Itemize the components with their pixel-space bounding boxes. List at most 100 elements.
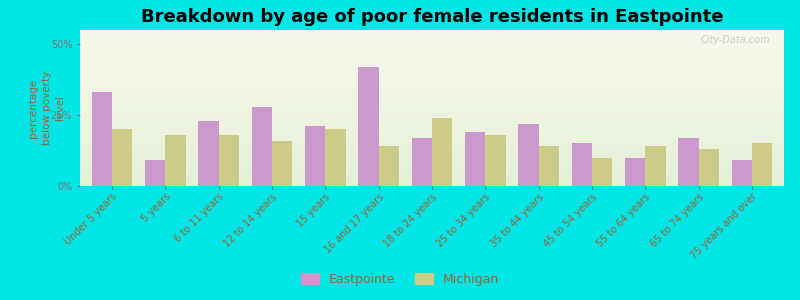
Bar (80, 33, 784, 34)
Bar (80, 184, 784, 185)
Bar (80, 95, 784, 96)
Bar (732, 160, 752, 186)
Bar (80, 135, 784, 136)
Bar (80, 81, 784, 82)
Bar (80, 133, 784, 134)
Bar (80, 114, 784, 115)
Bar (412, 138, 432, 186)
Bar (80, 44, 784, 45)
Bar (80, 97, 784, 98)
Bar (80, 30, 784, 31)
Bar (80, 165, 784, 166)
Bar (80, 102, 784, 103)
Bar (80, 56, 784, 57)
Bar (80, 145, 784, 146)
Bar (80, 129, 784, 130)
Bar (80, 51, 784, 52)
Bar (80, 87, 784, 88)
Bar (80, 159, 784, 160)
Bar (80, 34, 784, 35)
Bar (80, 36, 784, 37)
Bar (80, 124, 784, 125)
Bar (80, 163, 784, 164)
Bar (80, 43, 784, 44)
Y-axis label: percentage
below poverty
level: percentage below poverty level (28, 71, 65, 145)
Bar (80, 50, 784, 51)
Bar (80, 148, 784, 149)
Bar (112, 129, 132, 186)
Bar (80, 116, 784, 117)
Bar (80, 60, 784, 61)
Bar (80, 152, 784, 153)
Bar (252, 106, 272, 186)
Bar (80, 170, 784, 171)
Bar (80, 39, 784, 40)
Bar (80, 70, 784, 71)
Bar (80, 64, 784, 65)
Bar (80, 78, 784, 79)
Bar (646, 146, 666, 186)
Bar (80, 130, 784, 131)
Bar (80, 177, 784, 178)
Bar (80, 54, 784, 55)
Bar (80, 178, 784, 179)
Bar (80, 55, 784, 56)
Bar (80, 181, 784, 182)
Bar (80, 140, 784, 141)
Bar (80, 38, 784, 39)
Bar (80, 150, 784, 151)
Bar (80, 100, 784, 101)
Bar (80, 77, 784, 78)
Bar (80, 174, 784, 175)
Bar (80, 164, 784, 165)
Bar (80, 85, 784, 86)
Bar (80, 172, 784, 173)
Bar (80, 167, 784, 168)
Legend: Eastpointe, Michigan: Eastpointe, Michigan (295, 268, 505, 291)
Bar (80, 86, 784, 87)
Bar (80, 67, 784, 68)
Bar (80, 120, 784, 121)
Bar (80, 85, 784, 86)
Bar (80, 142, 784, 143)
Bar (80, 183, 784, 184)
Bar (80, 104, 784, 105)
Bar (80, 173, 784, 174)
Bar (80, 127, 784, 128)
Bar (80, 84, 784, 85)
Bar (80, 117, 784, 118)
Bar (80, 59, 784, 60)
Bar (80, 74, 784, 75)
Text: City-Data.com: City-Data.com (700, 35, 770, 45)
Bar (80, 41, 784, 42)
Bar (378, 146, 399, 186)
Bar (145, 160, 166, 186)
Bar (80, 40, 784, 41)
Bar (305, 126, 326, 186)
Bar (432, 118, 452, 186)
Bar (80, 58, 784, 59)
Bar (80, 105, 784, 106)
Bar (80, 137, 784, 138)
Bar (80, 141, 784, 142)
Bar (80, 126, 784, 127)
Bar (80, 110, 784, 111)
Bar (80, 182, 784, 183)
Bar (80, 132, 784, 133)
Bar (80, 131, 784, 132)
Bar (198, 121, 218, 186)
Bar (80, 122, 784, 123)
Bar (80, 151, 784, 152)
Bar (80, 75, 784, 76)
Bar (80, 42, 784, 43)
Bar (80, 123, 784, 124)
Bar (80, 47, 784, 48)
Bar (80, 115, 784, 116)
Bar (80, 106, 784, 107)
Bar (698, 149, 719, 186)
Bar (80, 99, 784, 100)
Bar (80, 107, 784, 108)
Bar (625, 158, 646, 186)
Bar (80, 144, 784, 145)
Bar (752, 143, 772, 186)
